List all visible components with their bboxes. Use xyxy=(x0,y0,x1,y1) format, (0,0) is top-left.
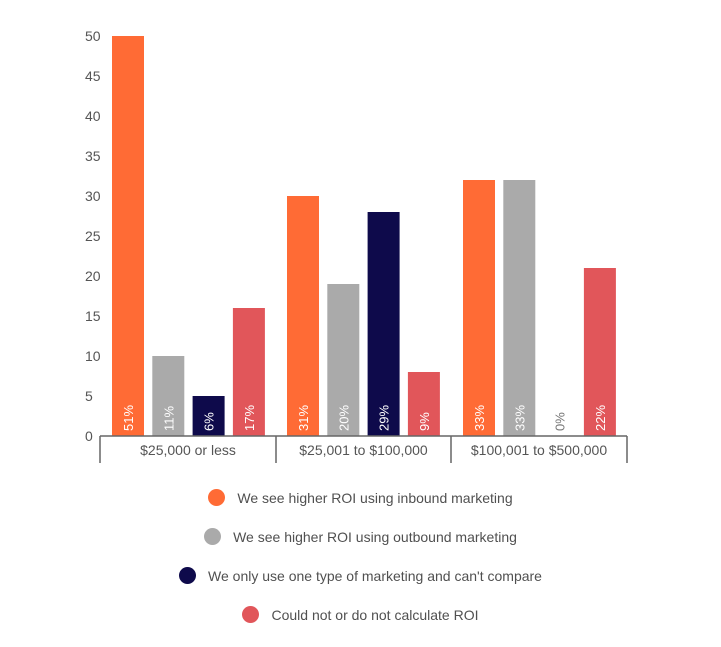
legend-swatch xyxy=(242,606,260,623)
y-tick-label: 0 xyxy=(85,428,93,444)
bar xyxy=(232,308,265,436)
bar-value-label: 0% xyxy=(553,412,568,431)
bar xyxy=(407,372,440,436)
bar-value-label: 6% xyxy=(202,412,217,431)
legend-label: Could not or do not calculate ROI xyxy=(271,606,479,623)
bar-value-label: 33% xyxy=(472,405,487,431)
legend-item: We see higher ROI using inbound marketin… xyxy=(0,478,721,517)
bar xyxy=(192,396,225,436)
legend-label: We see higher ROI using inbound marketin… xyxy=(237,489,513,506)
bars xyxy=(112,36,616,436)
x-category-label: $100,001 to $500,000 xyxy=(471,442,607,458)
bar xyxy=(112,36,144,436)
y-axis: 0 5 10 15 20 25 30 35 40 45 50 xyxy=(85,28,101,444)
x-axis: $25,000 or less $25,001 to $100,000 $100,0… xyxy=(99,436,628,463)
bar-value-label: 51% xyxy=(121,405,136,431)
legend-item: We only use one type of marketing and ca… xyxy=(0,556,721,595)
bar xyxy=(152,356,185,436)
bar xyxy=(327,284,360,436)
bar xyxy=(463,180,495,436)
y-tick-label: 20 xyxy=(85,268,101,284)
bar xyxy=(503,180,536,436)
bar-value-label: 31% xyxy=(296,405,311,431)
y-tick-label: 50 xyxy=(85,28,101,44)
y-tick-label: 40 xyxy=(85,108,101,124)
bar-value-label: 29% xyxy=(377,405,392,431)
bar-value-label: 17% xyxy=(242,405,257,431)
y-tick-label: 5 xyxy=(85,388,93,404)
bar xyxy=(287,196,319,436)
legend-swatch xyxy=(179,567,197,584)
legend-item: Could not or do not calculate ROI xyxy=(0,595,721,634)
y-tick-label: 30 xyxy=(85,188,101,204)
y-tick-label: 10 xyxy=(85,348,101,364)
legend-swatch xyxy=(208,489,226,506)
x-category-label: $25,001 to $100,000 xyxy=(299,442,428,458)
bar-value-label: 9% xyxy=(417,412,432,431)
y-tick-label: 15 xyxy=(85,308,101,324)
x-category-label: $25,000 or less xyxy=(140,442,236,458)
bar-value-label: 22% xyxy=(593,405,608,431)
bar-value-label: 20% xyxy=(336,405,351,431)
bar xyxy=(583,268,616,436)
legend: We see higher ROI using inbound marketin… xyxy=(0,478,721,634)
legend-item: We see higher ROI using outbound marketi… xyxy=(0,517,721,556)
y-tick-label: 25 xyxy=(85,228,101,244)
legend-label: We only use one type of marketing and ca… xyxy=(208,567,542,584)
bar-labels: 51% 31% 33% 11% 20% 33% 6% 29% 0% 17% 9% 22% xyxy=(121,405,608,431)
y-tick-label: 45 xyxy=(85,68,101,84)
legend-swatch xyxy=(204,528,222,545)
legend-label: We see higher ROI using outbound marketi… xyxy=(233,528,517,545)
bar xyxy=(367,212,400,436)
bar-value-label: 11% xyxy=(161,406,176,431)
y-tick-label: 35 xyxy=(85,148,101,164)
bar-chart: 0 5 10 15 20 25 30 35 40 45 50 51% 31% 33% 11% 20% 33% 6… xyxy=(85,28,628,463)
bar-value-label: 33% xyxy=(512,405,527,431)
